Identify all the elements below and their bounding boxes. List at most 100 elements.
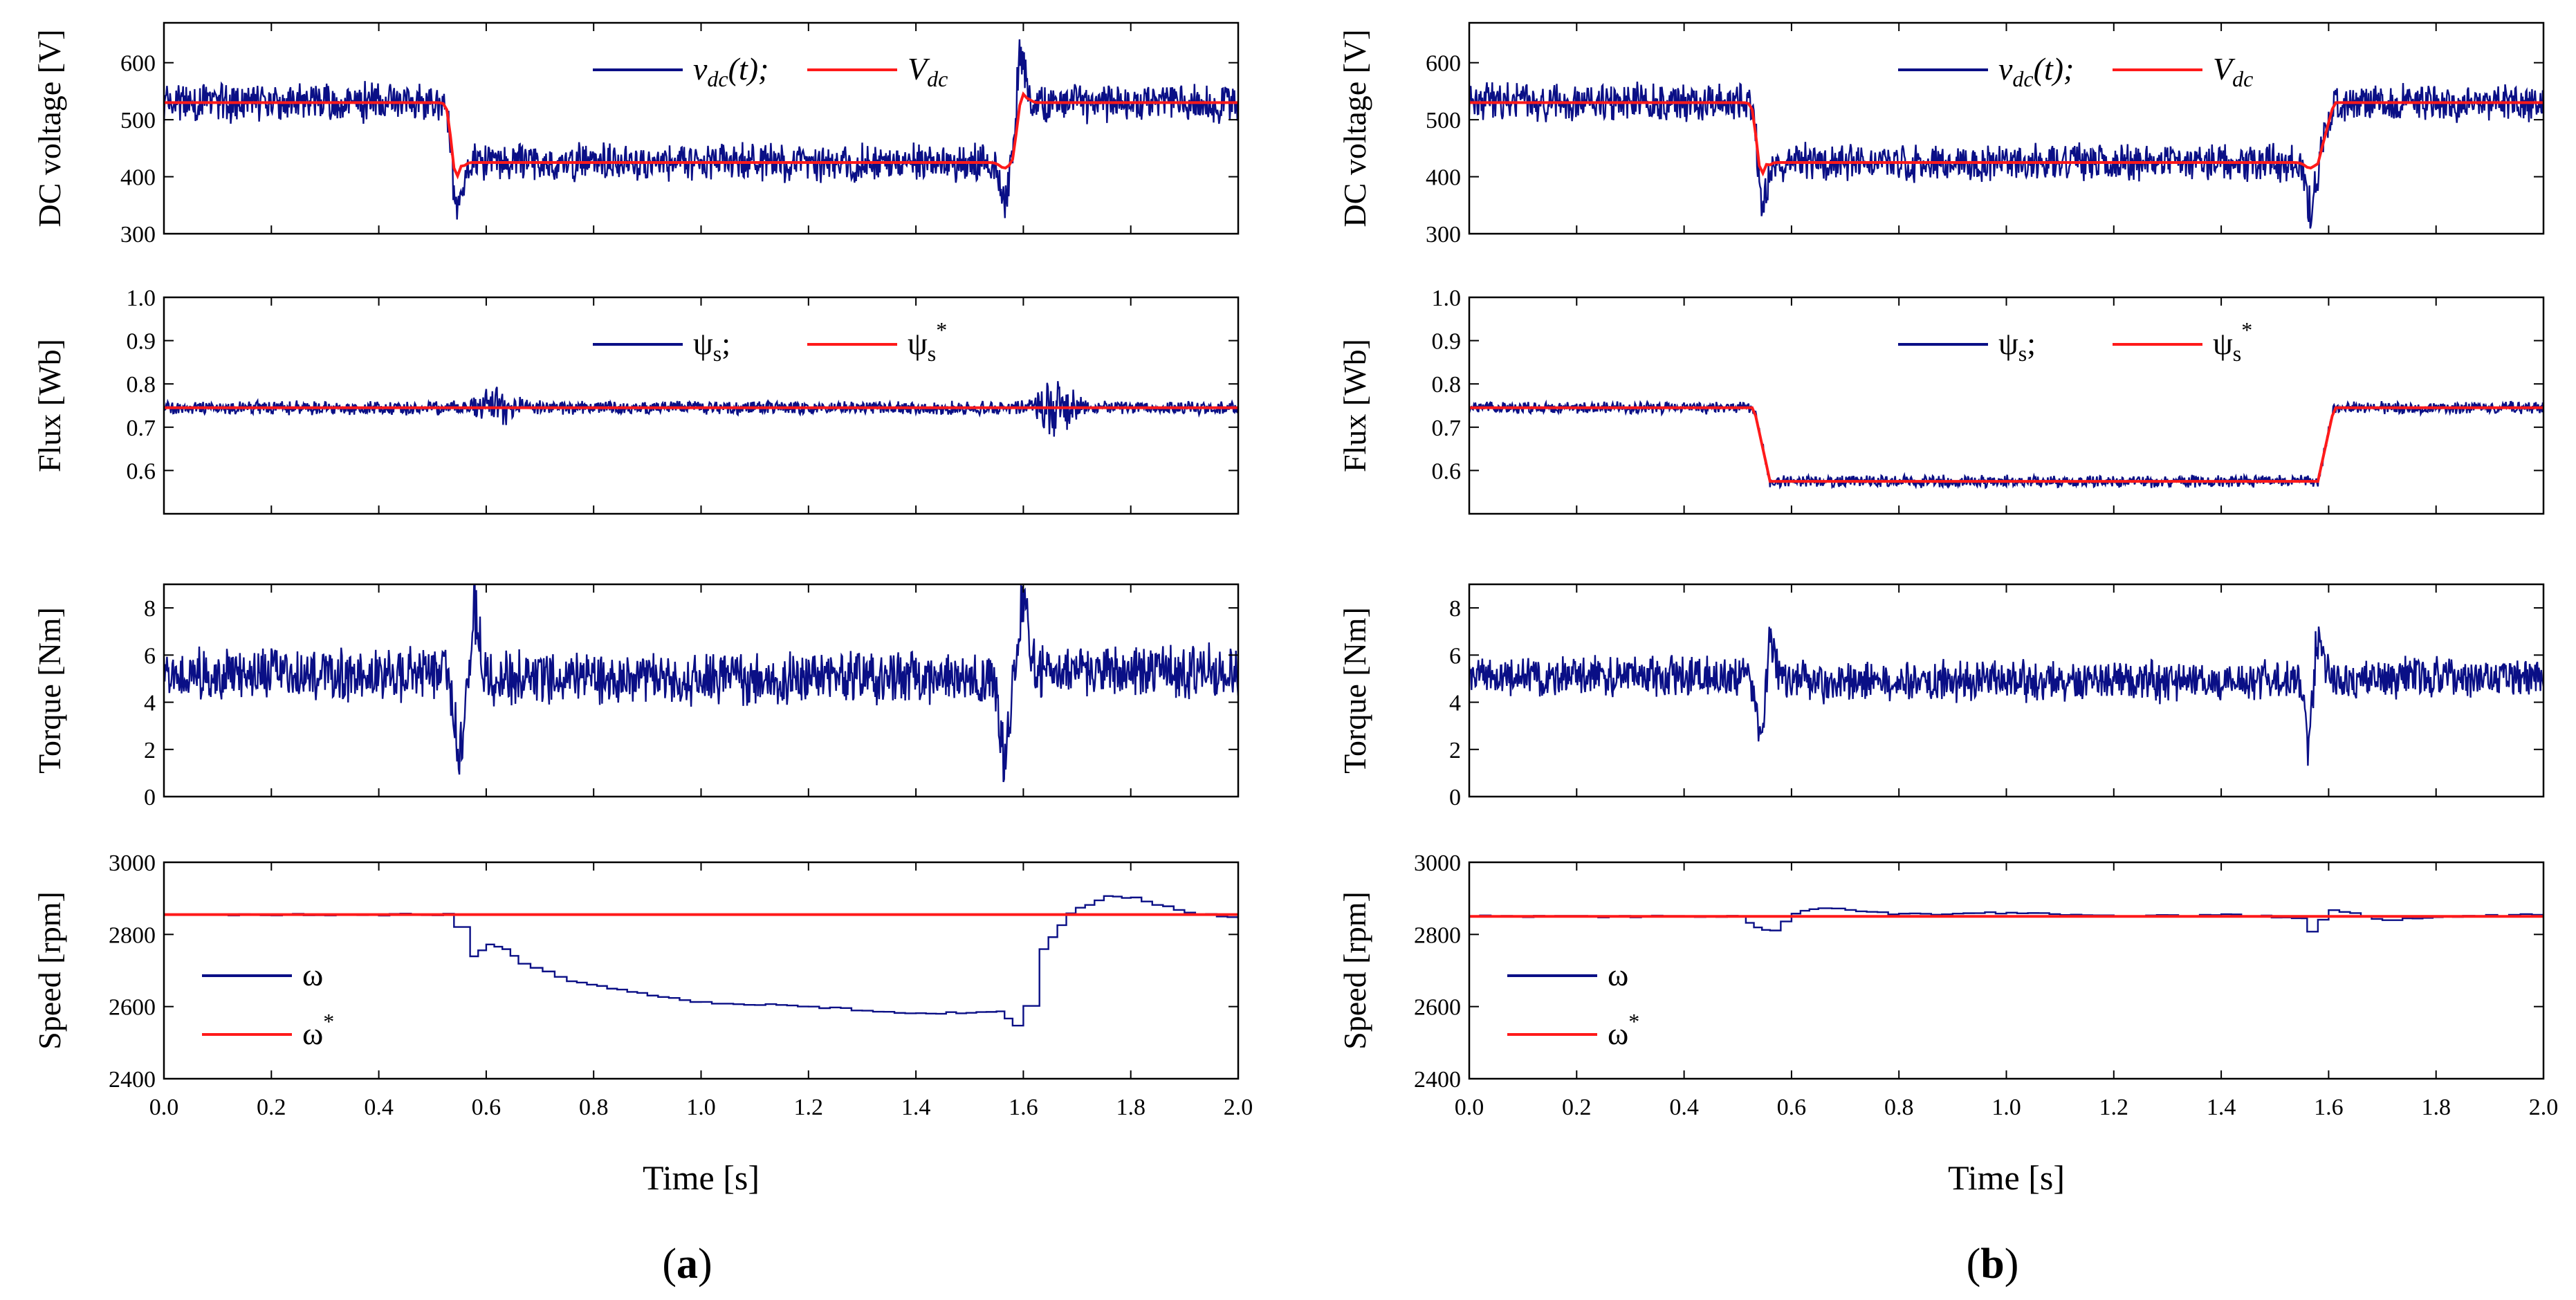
subplot-torque: 0 2 4 6 8 Torque [Nm] bbox=[32, 583, 1240, 810]
y-tick-label: 2800 bbox=[109, 922, 156, 948]
legend: ω ω* bbox=[202, 957, 334, 1051]
subplot-flux: 0.6 0.7 0.8 0.9 1.0 Flux [Wb] ψs; ψs* bbox=[32, 286, 1240, 515]
series-reference-line bbox=[1469, 406, 2543, 483]
y-axis-label: Flux [Wb] bbox=[1337, 339, 1372, 472]
plot-frame bbox=[163, 861, 1240, 1080]
y-tick-label: 2600 bbox=[1414, 995, 1461, 1021]
x-tick-label: 1.0 bbox=[686, 1095, 716, 1120]
series-group bbox=[1469, 907, 2543, 933]
x-tick-label: 1.2 bbox=[794, 1095, 824, 1120]
series-reference-line bbox=[164, 91, 1238, 180]
x-tick-label: 1.0 bbox=[1991, 1095, 2021, 1120]
series-reference-line bbox=[1469, 101, 2543, 177]
subplot-dc: 300 400 500 600 DC voltage [V] vdc(t); Vdc bbox=[32, 21, 1240, 248]
y-tick-label: 0 bbox=[1449, 785, 1461, 810]
y-tick-label: 3000 bbox=[109, 851, 156, 876]
series-group bbox=[164, 381, 1238, 437]
y-tick-label: 8 bbox=[1449, 596, 1461, 622]
y-tick-label: 4 bbox=[1449, 691, 1461, 716]
series-group bbox=[164, 895, 1238, 1027]
series-signal-line bbox=[1469, 907, 2543, 933]
legend-label: ψs; bbox=[693, 326, 730, 366]
plot-frame bbox=[163, 583, 1240, 798]
y-tick-label: 2 bbox=[1449, 738, 1461, 763]
y-tick-label: 500 bbox=[120, 108, 156, 133]
x-tick-label: 2.0 bbox=[2529, 1095, 2559, 1120]
series-signal-line bbox=[1469, 82, 2543, 229]
x-tick-label: 0.4 bbox=[1669, 1095, 1699, 1120]
subplot-dc: 300 400 500 600 DC voltage [V] vdc(t); Vdc bbox=[1337, 21, 2545, 248]
y-tick-label: 0.6 bbox=[1432, 458, 1462, 484]
y-axis-label: DC voltage [V] bbox=[32, 29, 67, 227]
legend-label: ω* bbox=[302, 1009, 334, 1051]
y-tick-label: 4 bbox=[144, 691, 156, 716]
y-tick-label: 500 bbox=[1426, 108, 1461, 133]
y-tick-label: 2600 bbox=[109, 995, 156, 1021]
x-tick-label: 1.6 bbox=[2314, 1095, 2344, 1120]
panel-a: 300 400 500 600 DC voltage [V] vdc(t); Vdc 0.6 0… bbox=[32, 21, 1253, 1288]
plot-frame bbox=[1468, 861, 2545, 1080]
legend: ψs; ψs* bbox=[593, 317, 947, 366]
panel-label: (b) bbox=[1967, 1241, 2019, 1288]
subplot-speed: 2400 2600 2800 3000 Speed [rpm] ω ω* bbox=[32, 851, 1240, 1093]
y-tick-label: 2400 bbox=[109, 1067, 156, 1093]
y-axis-label: Torque [Nm] bbox=[1337, 607, 1372, 774]
y-axis-label: Flux [Wb] bbox=[32, 339, 67, 472]
y-tick-label: 6 bbox=[1449, 643, 1461, 669]
legend-label: Vdc bbox=[908, 51, 948, 91]
y-tick-label: 0 bbox=[144, 785, 156, 810]
legend-label: vdc(t); bbox=[1998, 51, 2074, 91]
legend: vdc(t); Vdc bbox=[1898, 51, 2253, 91]
y-tick-label: 0.6 bbox=[127, 458, 156, 484]
series-signal-line bbox=[1469, 399, 2543, 490]
x-tick-label: 1.4 bbox=[2207, 1095, 2236, 1120]
y-tick-label: 300 bbox=[120, 222, 156, 248]
x-tick-label: 0.0 bbox=[149, 1095, 179, 1120]
x-tick-label: 1.8 bbox=[2421, 1095, 2451, 1120]
y-tick-label: 0.9 bbox=[127, 329, 156, 355]
series-group bbox=[164, 584, 1238, 783]
series-group bbox=[1469, 82, 2543, 229]
y-axis-label: Speed [rpm] bbox=[32, 891, 67, 1050]
y-tick-label: 300 bbox=[1426, 222, 1461, 248]
y-axis-label: Torque [Nm] bbox=[32, 607, 67, 774]
y-tick-label: 400 bbox=[120, 165, 156, 191]
legend: ψs; ψs* bbox=[1898, 317, 2252, 366]
x-tick-label: 1.8 bbox=[1116, 1095, 1146, 1120]
x-tick-label: 1.6 bbox=[1009, 1095, 1038, 1120]
x-tick-label: 0.8 bbox=[579, 1095, 609, 1120]
x-tick-label: 1.2 bbox=[2099, 1095, 2129, 1120]
series-group bbox=[1469, 626, 2543, 766]
subplot-torque: 0 2 4 6 8 Torque [Nm] bbox=[1337, 583, 2545, 810]
y-tick-label: 0.7 bbox=[1432, 416, 1462, 441]
y-axis-label: DC voltage [V] bbox=[1337, 29, 1372, 227]
x-axis-label: Time [s] bbox=[1948, 1158, 2065, 1197]
series-signal-line bbox=[164, 39, 1238, 220]
x-tick-label: 0.2 bbox=[257, 1095, 286, 1120]
x-tick-label: 1.4 bbox=[901, 1095, 931, 1120]
y-tick-label: 8 bbox=[144, 596, 156, 622]
y-tick-label: 2800 bbox=[1414, 922, 1461, 948]
legend: ω ω* bbox=[1507, 957, 1639, 1051]
y-tick-label: 6 bbox=[144, 643, 156, 669]
y-tick-label: 600 bbox=[120, 51, 156, 77]
y-tick-label: 1.0 bbox=[127, 286, 156, 311]
y-axis-label: Speed [rpm] bbox=[1337, 891, 1372, 1050]
legend-label: ψs* bbox=[908, 317, 947, 366]
y-tick-label: 400 bbox=[1426, 165, 1461, 191]
x-tick-label: 2.0 bbox=[1224, 1095, 1253, 1120]
legend: vdc(t); Vdc bbox=[593, 51, 948, 91]
series-signal-line bbox=[1469, 626, 2543, 766]
series-group bbox=[1469, 399, 2543, 490]
y-tick-label: 2400 bbox=[1414, 1067, 1461, 1093]
y-tick-label: 2 bbox=[144, 738, 156, 763]
series-signal-line bbox=[164, 584, 1238, 783]
legend-label: Vdc bbox=[2213, 51, 2253, 91]
x-axis-label: Time [s] bbox=[643, 1158, 760, 1197]
x-tick-label: 0.6 bbox=[472, 1095, 502, 1120]
y-tick-label: 3000 bbox=[1414, 851, 1461, 876]
panel-label: (a) bbox=[662, 1241, 712, 1288]
x-tick-label: 0.4 bbox=[364, 1095, 394, 1120]
